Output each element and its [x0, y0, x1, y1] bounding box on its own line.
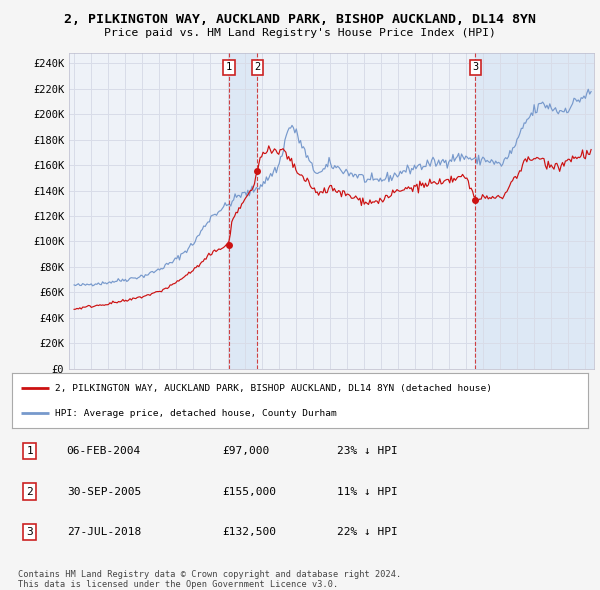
- Text: Contains HM Land Registry data © Crown copyright and database right 2024.
This d: Contains HM Land Registry data © Crown c…: [18, 570, 401, 589]
- Text: 3: 3: [26, 527, 33, 537]
- Text: £132,500: £132,500: [222, 527, 276, 537]
- Text: £97,000: £97,000: [222, 446, 269, 456]
- Text: 2, PILKINGTON WAY, AUCKLAND PARK, BISHOP AUCKLAND, DL14 8YN: 2, PILKINGTON WAY, AUCKLAND PARK, BISHOP…: [64, 13, 536, 26]
- Text: HPI: Average price, detached house, County Durham: HPI: Average price, detached house, Coun…: [55, 409, 337, 418]
- Text: 11% ↓ HPI: 11% ↓ HPI: [337, 487, 398, 497]
- Text: Price paid vs. HM Land Registry's House Price Index (HPI): Price paid vs. HM Land Registry's House …: [104, 28, 496, 38]
- Text: 30-SEP-2005: 30-SEP-2005: [67, 487, 141, 497]
- Text: 2: 2: [254, 63, 260, 73]
- Text: £155,000: £155,000: [222, 487, 276, 497]
- Text: 2: 2: [26, 487, 33, 497]
- Text: 23% ↓ HPI: 23% ↓ HPI: [337, 446, 398, 456]
- Text: 1: 1: [26, 446, 33, 456]
- Text: 06-FEB-2004: 06-FEB-2004: [67, 446, 141, 456]
- Text: 2, PILKINGTON WAY, AUCKLAND PARK, BISHOP AUCKLAND, DL14 8YN (detached house): 2, PILKINGTON WAY, AUCKLAND PARK, BISHOP…: [55, 384, 492, 392]
- Text: 22% ↓ HPI: 22% ↓ HPI: [337, 527, 398, 537]
- Text: 27-JUL-2018: 27-JUL-2018: [67, 527, 141, 537]
- Text: 3: 3: [472, 63, 479, 73]
- Text: 1: 1: [226, 63, 232, 73]
- Bar: [229, 53, 257, 369]
- Bar: [475, 53, 594, 369]
